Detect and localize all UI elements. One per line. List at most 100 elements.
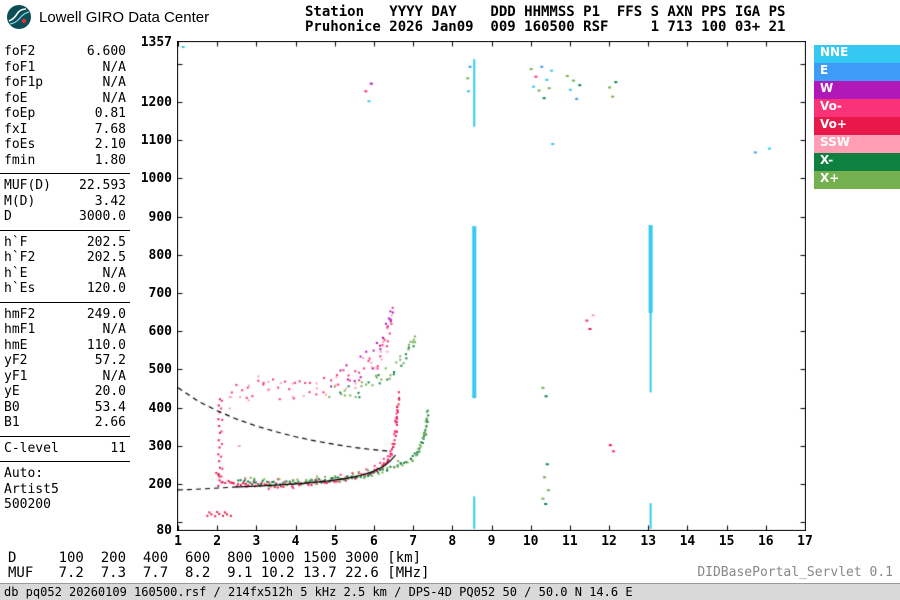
param-row: B0 53.4	[0, 400, 130, 416]
legend-item-Vo-: Vo-	[814, 99, 900, 117]
param-row: foE N/A	[0, 91, 130, 107]
param-row: M(D) 3.42	[0, 194, 130, 210]
param-label: fxI	[4, 121, 28, 137]
param-row: foF1 N/A	[0, 60, 130, 76]
x-tick-label: 17	[797, 534, 813, 549]
param-row: h`E N/A	[0, 266, 130, 282]
brand-title: Lowell GIRO Data Center	[39, 8, 210, 26]
y-tick-label: 800	[148, 247, 172, 263]
y-tick-label: 900	[148, 209, 172, 225]
param-label: h`F	[4, 234, 28, 250]
x-tick-label: 9	[487, 534, 496, 549]
param-label: h`E	[4, 265, 28, 281]
param-value: N/A	[102, 322, 126, 337]
param-row: yF1 N/A	[0, 369, 130, 385]
param-value: 2.10	[94, 137, 126, 152]
param-value: 7.68	[94, 121, 126, 137]
x-tick-label: 6	[370, 534, 378, 549]
param-label: yF2	[4, 353, 28, 368]
param-row: C-level 11	[0, 441, 130, 457]
y-tick-label: 1200	[140, 94, 172, 110]
legend-item-W: W	[814, 81, 900, 99]
param-row: B1 2.66	[0, 415, 130, 431]
param-value: 249.0	[86, 306, 126, 322]
x-tick-label: 5	[330, 534, 339, 549]
param-row: yF2 57.2	[0, 353, 130, 369]
param-value: N/A	[102, 90, 126, 106]
station-header-line2: Pruhonice 2026 Jan09 009 160500 RSF 1 71…	[305, 19, 786, 35]
param-row: Auto:	[0, 466, 130, 482]
x-tick-label: 8	[448, 534, 457, 549]
x-tick-label: 2	[213, 534, 222, 549]
param-group: C-level 11	[0, 437, 130, 462]
x-tick-label: 12	[601, 534, 617, 549]
legend: NNE E W Vo- Vo+ SSW X- X+	[814, 45, 900, 189]
param-panel: foF2 6.600 foF1 N/A foF1p N/A foE N/A foEp 0.81 fx…	[0, 40, 130, 518]
muf-row: MUF 7.2 7.3 7.7 8.2 9.1 10.2 13.7 22.6 […	[8, 565, 430, 581]
param-value: 3.42	[94, 193, 126, 209]
param-label: h`F2	[4, 250, 36, 265]
param-label: foF2	[4, 44, 36, 59]
y-tick-label: 1000	[140, 171, 172, 187]
x-tick-label: 10	[522, 534, 539, 549]
x-tick-label: 11	[562, 534, 578, 549]
param-row: fmin 1.80	[0, 153, 130, 169]
param-row: foF1p N/A	[0, 75, 130, 91]
x-tick-label: 7	[409, 534, 418, 549]
legend-item-X-: X-	[814, 153, 900, 171]
param-value: 53.4	[94, 399, 126, 415]
station-header-line1: Station YYYY DAY DDD HHMMSS P1 FFS S AXN…	[305, 4, 786, 20]
param-value: 110.0	[86, 337, 126, 353]
param-row: hmF1 N/A	[0, 322, 130, 338]
param-value: 1.80	[94, 152, 126, 168]
y-tick-label: 1100	[140, 133, 172, 149]
x-tick-label: 1	[174, 534, 182, 549]
param-row: D 3000.0	[0, 209, 130, 225]
param-value: 202.5	[86, 234, 126, 250]
param-label: B0	[4, 399, 20, 415]
legend-item-X+: X+	[814, 171, 900, 189]
param-label: MUF(D)	[4, 178, 51, 193]
x-tick-label: 16	[757, 534, 774, 549]
param-value: 6.600	[86, 44, 126, 59]
x-tick-label: 4	[291, 534, 300, 549]
param-label: foF1	[4, 59, 36, 75]
param-row: h`Es 120.0	[0, 281, 130, 297]
param-group: foF2 6.600 foF1 N/A foF1p N/A foE N/A foEp 0.81 fx…	[0, 40, 130, 174]
param-value: 2.66	[94, 415, 126, 430]
param-row: foF2 6.600	[0, 44, 130, 60]
param-label: Auto:	[4, 466, 44, 481]
param-label: hmE	[4, 337, 28, 353]
param-row: foEp 0.81	[0, 106, 130, 122]
param-value: N/A	[102, 75, 126, 90]
param-row: foEs 2.10	[0, 137, 130, 153]
param-group: hmF2 249.0 hmF1 N/A hmE 110.0 yF2 57.2 yF1 N/A yE 2…	[0, 303, 130, 437]
param-value: 120.0	[86, 281, 126, 296]
giro-logo-icon	[7, 5, 31, 29]
status-bar: db pq052 20260109 160500.rsf / 214fx512h…	[0, 583, 900, 600]
param-value: N/A	[102, 265, 126, 281]
param-row: hmF2 249.0	[0, 307, 130, 323]
y-tick-label: 200	[148, 477, 172, 493]
param-label: C-level	[4, 440, 59, 456]
param-value: 0.81	[94, 106, 126, 121]
legend-item-SSW: SSW	[814, 135, 900, 153]
ionogram-plot	[177, 41, 806, 531]
param-label: fmin	[4, 152, 36, 168]
param-row: h`F 202.5	[0, 235, 130, 251]
servlet-version: DIDBasePortal_Servlet 0.1	[697, 565, 893, 580]
param-label: yF1	[4, 368, 28, 384]
y-tick-label: 600	[148, 324, 172, 340]
param-row: Artist5	[0, 482, 130, 498]
param-label: h`Es	[4, 281, 36, 296]
param-value: 57.2	[94, 353, 126, 368]
param-value: 3000.0	[79, 209, 126, 224]
param-value: N/A	[102, 368, 126, 384]
param-label: Artist5	[4, 481, 59, 497]
y-tick-label: 500	[148, 362, 172, 378]
param-label: foE	[4, 90, 28, 106]
param-value: 20.0	[94, 384, 126, 399]
param-row: 500200	[0, 497, 130, 513]
y-tick-label: 1357	[140, 35, 172, 50]
